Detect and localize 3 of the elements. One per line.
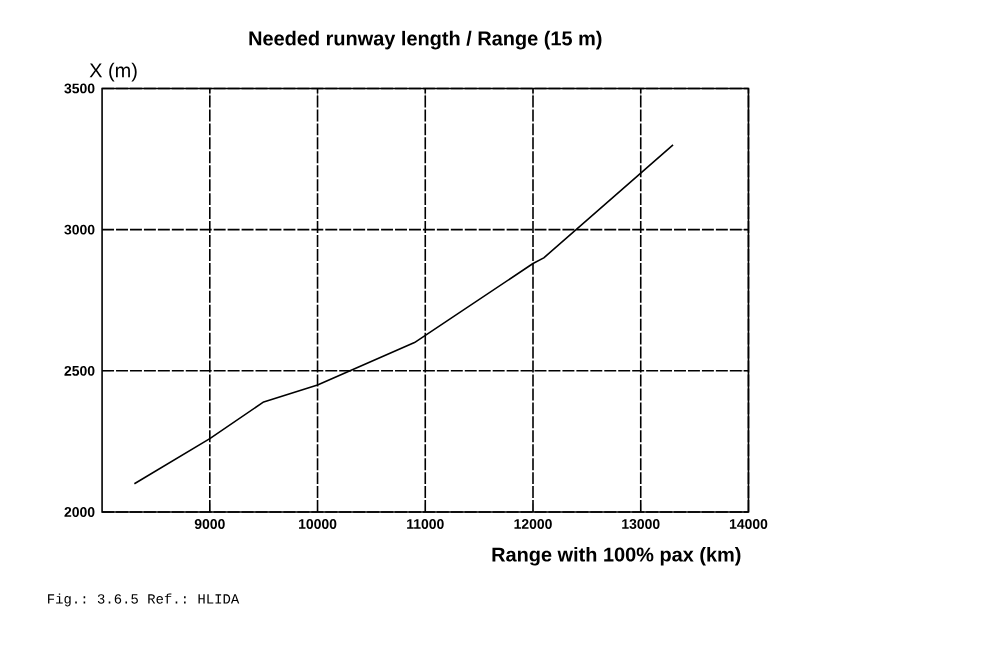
x-axis-title: Range with 100% pax (km): [492, 546, 741, 566]
chart-title: Needed runway length / Range (15 m): [249, 30, 602, 50]
y-axis-title: X (m): [89, 62, 137, 82]
